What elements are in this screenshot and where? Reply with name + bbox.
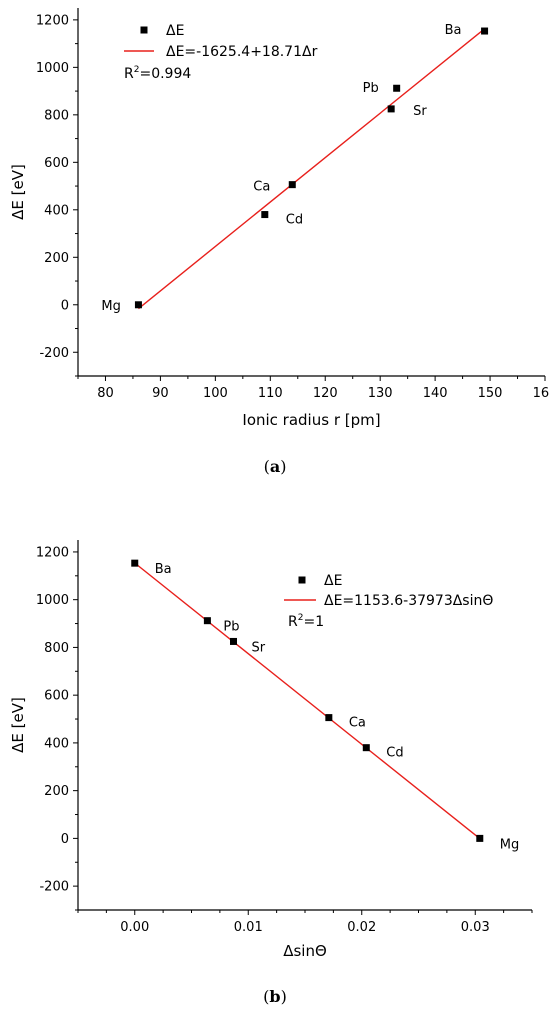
point-label-mg: Mg	[101, 299, 120, 314]
x-tick-label: 160	[533, 386, 550, 401]
r-squared-superscript: 2	[134, 65, 140, 75]
y-axis-title: ΔE [eV]	[9, 697, 27, 753]
legend-fit-label: ΔE=1153.6-37973ΔsinΘ	[324, 593, 493, 609]
fit-line	[137, 28, 486, 310]
x-tick-label: 80	[97, 386, 114, 401]
y-tick-label: 0	[61, 298, 69, 313]
data-point-cd	[261, 211, 269, 219]
y-tick-label: -200	[39, 346, 69, 361]
x-tick-label: 140	[423, 386, 448, 401]
x-tick-label: 100	[203, 386, 228, 401]
r-squared-value: =1	[303, 614, 324, 630]
panel-caption-close: )	[280, 457, 286, 476]
y-tick-label: 600	[44, 156, 69, 171]
data-point-ca	[325, 714, 333, 722]
x-tick-label: 0.01	[234, 920, 263, 935]
data-point-mg	[476, 834, 484, 842]
point-label-ba: Ba	[155, 562, 172, 577]
point-label-cd: Cd	[286, 213, 303, 228]
legend-points-label: ΔE	[166, 23, 184, 39]
point-label-sr: Sr	[251, 640, 265, 655]
y-tick-label: 1000	[36, 61, 69, 76]
y-axis-title: ΔE [eV]	[9, 164, 27, 220]
y-tick-label: 400	[44, 736, 69, 751]
y-tick-label: 800	[44, 108, 69, 123]
data-point-pb	[203, 617, 211, 625]
r-squared-value: =0.994	[139, 66, 191, 82]
point-label-cd: Cd	[386, 746, 403, 761]
r-squared-prefix: R	[288, 614, 298, 630]
y-tick-label: 200	[44, 251, 69, 266]
x-tick-label: 0.00	[120, 920, 149, 935]
y-tick-label: 600	[44, 689, 69, 704]
data-point-sr	[229, 637, 237, 645]
x-tick-label: 0.03	[461, 920, 490, 935]
x-tick-label: 130	[368, 386, 393, 401]
legend-fit-label: ΔE=-1625.4+18.71Δr	[166, 44, 318, 60]
point-label-pb: Pb	[223, 620, 239, 635]
y-tick-label: 0	[61, 832, 69, 847]
y-tick-label: 1200	[36, 13, 69, 28]
data-point-sr	[387, 105, 395, 113]
x-axis-title: ΔsinΘ	[283, 942, 327, 960]
y-tick-label: 1000	[36, 593, 69, 608]
data-point-pb	[393, 84, 401, 92]
x-tick-label: 150	[478, 386, 503, 401]
r-squared-superscript: 2	[298, 613, 304, 623]
data-point-ba	[481, 27, 489, 35]
point-label-ca: Ca	[253, 180, 270, 195]
data-point-mg	[134, 301, 142, 309]
x-tick-label: 0.02	[347, 920, 376, 935]
data-point-cd	[362, 744, 370, 752]
chart-panel-a: -200 0 200 400 600 800 1000 1200 80 90 100 110 120 13…	[9, 8, 550, 476]
panel-caption-letter: b	[269, 987, 280, 1006]
x-tick-label: 90	[152, 386, 169, 401]
panel-caption: (a)	[264, 457, 287, 476]
data-point-ca	[288, 181, 296, 189]
x-axis-title: Ionic radius r [pm]	[242, 411, 380, 429]
legend-r-squared: R2=0.994	[124, 65, 191, 82]
legend: ΔE ΔE=-1625.4+18.71Δr R2=0.994	[124, 23, 318, 82]
chart-panel-b: -200 0 200 400 600 800 1000 1200 0.00 0.01 0.02 0.0…	[9, 540, 533, 1006]
panel-caption-close: )	[281, 987, 287, 1006]
x-tick-label: 110	[258, 386, 283, 401]
panel-caption-letter: a	[270, 457, 280, 476]
point-label-ba: Ba	[445, 23, 462, 38]
legend-point-symbol	[140, 26, 148, 34]
y-tick-label: 1200	[36, 545, 69, 560]
point-label-pb: Pb	[363, 81, 379, 96]
panel-caption-open: (	[264, 457, 270, 476]
y-tick-label: 200	[44, 784, 69, 799]
point-label-sr: Sr	[413, 104, 427, 119]
point-label-mg: Mg	[500, 837, 519, 852]
legend-point-symbol	[298, 576, 306, 584]
panel-caption: (b)	[263, 987, 287, 1006]
fit-line	[134, 562, 481, 840]
legend-r-squared: R2=1	[288, 613, 324, 630]
x-tick-label: 120	[313, 386, 338, 401]
panel-caption-open: (	[263, 987, 269, 1006]
y-tick-label: -200	[39, 880, 69, 895]
legend-points-label: ΔE	[324, 573, 342, 589]
y-tick-label: 400	[44, 203, 69, 218]
r-squared-prefix: R	[124, 66, 134, 82]
point-label-ca: Ca	[349, 716, 366, 731]
data-point-ba	[131, 559, 139, 567]
y-tick-label: 800	[44, 641, 69, 656]
